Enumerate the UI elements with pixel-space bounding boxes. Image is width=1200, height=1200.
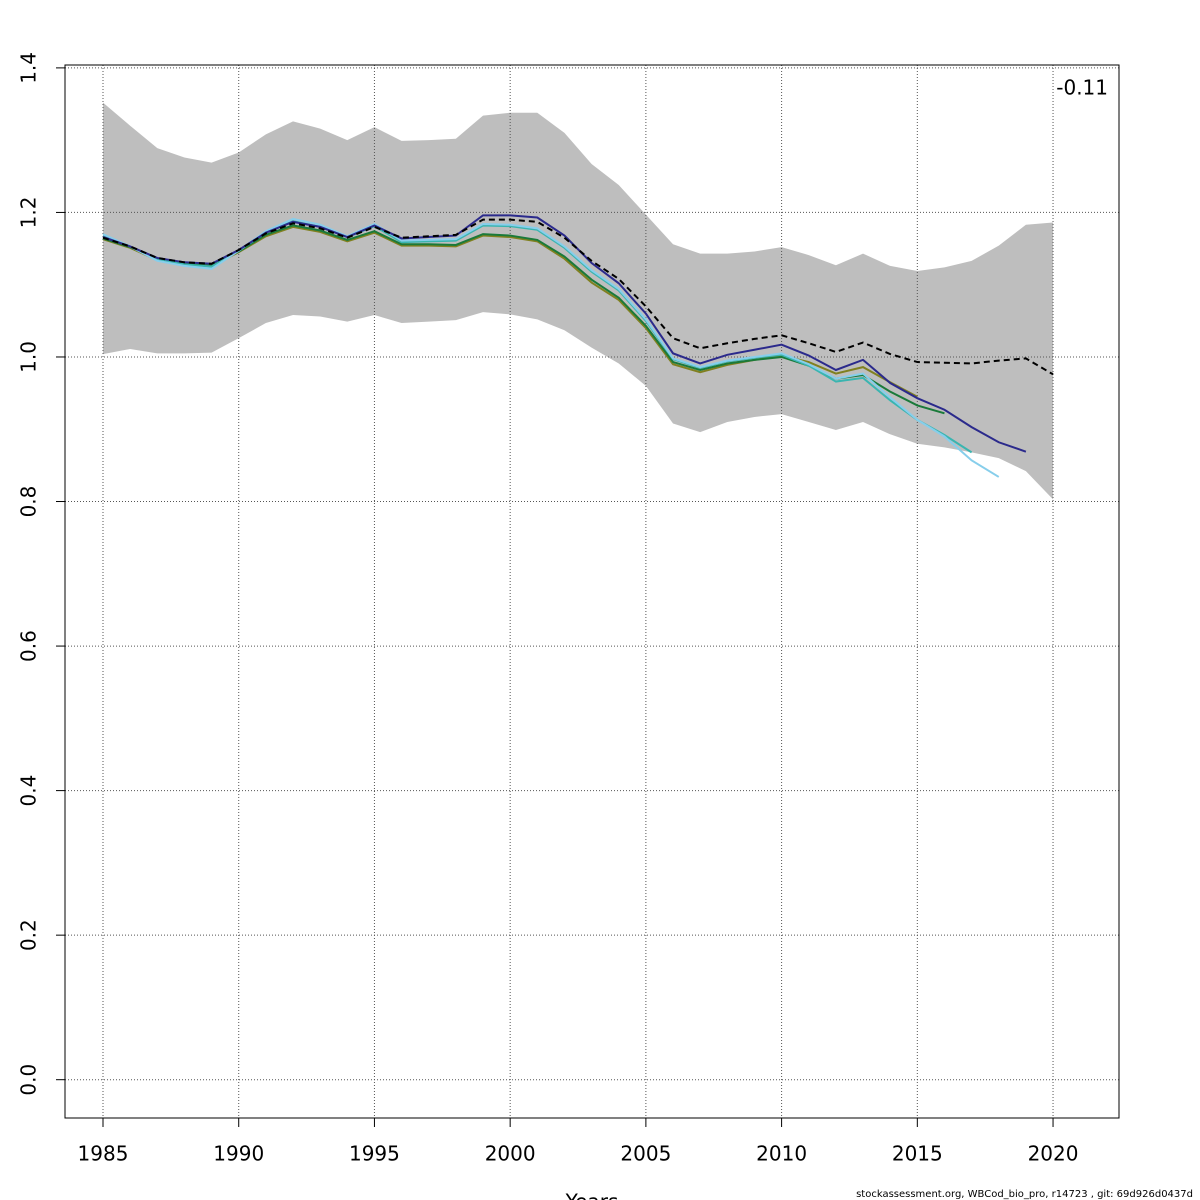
- x-tick-label: 2020: [1028, 1142, 1079, 1166]
- plot-area: [65, 65, 1119, 1118]
- x-tick-label: 2005: [620, 1142, 671, 1166]
- x-tick-label: 2015: [892, 1142, 943, 1166]
- y-tick-label: 1.2: [17, 197, 41, 229]
- x-tick-label: 1985: [78, 1142, 129, 1166]
- x-tick-label: 2000: [485, 1142, 536, 1166]
- y-tick-label: 0.6: [17, 630, 41, 662]
- y-tick-label: 1.4: [17, 52, 41, 84]
- annotation: -0.11: [1056, 76, 1108, 100]
- footer: stockassessment.org, WBCod_bio_pro, r147…: [856, 1189, 1193, 1200]
- y-tick-label: 1.0: [17, 341, 41, 373]
- x-axis-title: Years: [565, 1190, 619, 1200]
- x-tick-label: 2010: [756, 1142, 807, 1166]
- y-tick-label: 0.0: [17, 1064, 41, 1096]
- x-tick-label: 1995: [349, 1142, 400, 1166]
- axis-box: [64, 64, 1120, 1119]
- confidence-band: [103, 102, 1054, 500]
- y-tick-label: 0.2: [17, 919, 41, 951]
- x-tick-label: 1990: [213, 1142, 264, 1166]
- y-tick-label: 0.4: [17, 775, 41, 807]
- y-tick-label: 0.8: [17, 486, 41, 518]
